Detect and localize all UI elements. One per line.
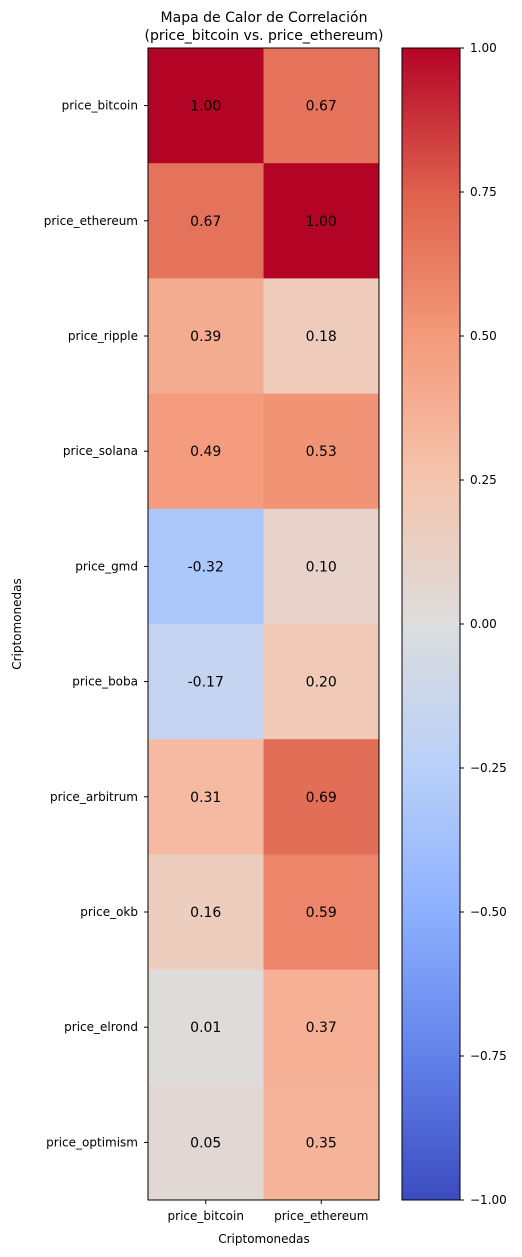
cell-value-label: 0.01	[190, 1020, 221, 1036]
heatmap-cell	[263, 739, 380, 855]
cell-value-label: 0.39	[190, 329, 221, 345]
chart-title-line-2: (price_bitcoin vs. price_ethereum)	[145, 28, 384, 44]
heatmap-cells: 1.00 0.67 0.67 1.00 0.39 0.18 0.49 0.53 -0.32 0.1…	[148, 48, 380, 1201]
colorbar	[401, 47, 461, 1201]
heatmap-cell	[148, 508, 264, 625]
colorbar-tick-label: −0.75	[470, 1049, 507, 1063]
cell-value-label: -0.17	[188, 675, 224, 691]
cell-value-label: 0.05	[190, 1135, 221, 1151]
x-axis-label: Criptomonedas	[218, 1232, 310, 1246]
y-tick-label: price_ripple	[68, 329, 138, 343]
cell-value-label: 0.37	[306, 1020, 337, 1036]
y-tick-label: price_boba	[72, 675, 138, 689]
heatmap-cell	[263, 278, 380, 395]
cell-value-label: 0.31	[190, 790, 221, 806]
y-tick-label: price_okb	[80, 905, 138, 919]
colorbar-ticks: 1.00 0.75 0.50 0.25 0.00 −0.25 −0.50 −0.75 −1.00	[460, 41, 507, 1207]
heatmap-cell	[148, 393, 264, 510]
heatmap-cell	[263, 48, 380, 164]
cell-value-label: 0.67	[190, 214, 221, 230]
y-tick-label: price_bitcoin	[62, 99, 138, 113]
heatmap-cell	[263, 508, 380, 625]
heatmap-cell	[148, 854, 264, 971]
cell-value-label: 0.35	[306, 1135, 337, 1151]
cell-value-label: 0.69	[306, 790, 337, 806]
x-axis-ticks: price_bitcoin price_ethereum	[168, 1200, 368, 1223]
plot-frame	[147, 47, 380, 1201]
colorbar-tick-label: 0.25	[470, 473, 497, 487]
cell-value-label: -0.32	[188, 559, 224, 575]
cell-value-label: 0.67	[306, 99, 337, 115]
heatmap-cell	[148, 739, 264, 855]
cell-value-label: 0.16	[190, 905, 221, 921]
y-axis-label: Criptomonedas	[10, 578, 24, 670]
chart-title-line-1: Mapa de Calor de Correlación	[161, 10, 368, 26]
colorbar-tick-label: −0.25	[470, 761, 507, 775]
heatmap-cell	[263, 393, 380, 510]
heatmap-cell	[263, 854, 380, 971]
y-tick-label: price_gmd	[75, 559, 138, 573]
cell-value-label: 0.10	[306, 559, 337, 575]
cell-value-label: 0.59	[306, 905, 337, 921]
cell-value-label: 0.20	[306, 675, 337, 691]
y-tick-label: price_arbitrum	[50, 790, 138, 804]
colorbar-tick-label: −1.00	[470, 1193, 507, 1207]
colorbar-tick-label: 0.75	[470, 185, 497, 199]
y-axis-ticks: price_bitcoin price_ethereum price_ripplep…	[44, 99, 148, 1149]
y-tick-label: price_optimism	[46, 1135, 138, 1149]
heatmap-cell	[148, 1084, 264, 1201]
colorbar-tick-label: −0.50	[470, 905, 507, 919]
x-tick-label: price_bitcoin	[168, 1209, 244, 1223]
heatmap-cell	[148, 278, 264, 395]
colorbar-tick-label: 0.00	[470, 617, 497, 631]
y-tick-label: price_elrond	[64, 1020, 138, 1034]
cell-value-label: 0.49	[190, 444, 221, 460]
cell-value-label: 1.00	[306, 214, 337, 230]
cell-value-label: 0.18	[306, 329, 337, 345]
heatmap-cell	[263, 1084, 380, 1201]
colorbar-tick-label: 0.50	[470, 329, 497, 343]
heatmap-cell	[148, 48, 264, 164]
heatmap-cell	[148, 969, 264, 1086]
cell-value-label: 1.00	[190, 99, 221, 115]
cell-value-label: 0.53	[306, 444, 337, 460]
heatmap-cell	[263, 163, 380, 279]
heatmap-cell	[263, 624, 380, 740]
x-tick-label: price_ethereum	[274, 1209, 368, 1223]
colorbar-tick-label: 1.00	[470, 41, 497, 55]
heatmap-cell	[263, 969, 380, 1086]
heatmap-cell	[148, 624, 264, 740]
y-tick-label: price_ethereum	[44, 214, 138, 228]
y-tick-label: price_solana	[63, 444, 138, 458]
heatmap-cell	[148, 163, 264, 279]
